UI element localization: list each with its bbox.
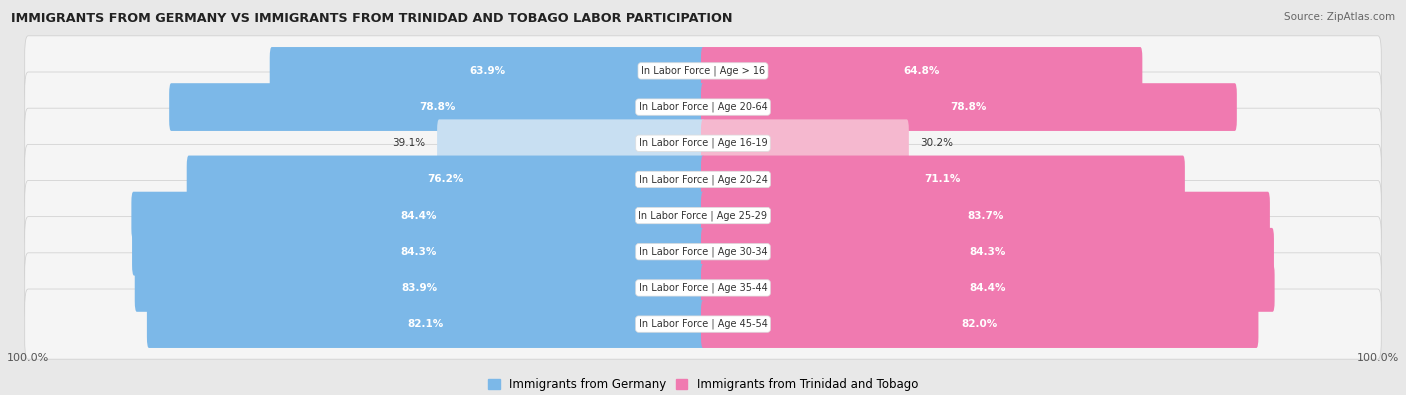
- Text: In Labor Force | Age 20-64: In Labor Force | Age 20-64: [638, 102, 768, 112]
- Text: 64.8%: 64.8%: [904, 66, 939, 76]
- FancyBboxPatch shape: [132, 228, 704, 276]
- Text: 84.3%: 84.3%: [401, 247, 437, 257]
- Text: 78.8%: 78.8%: [419, 102, 456, 112]
- FancyBboxPatch shape: [25, 72, 1381, 142]
- Text: 30.2%: 30.2%: [921, 138, 953, 148]
- FancyBboxPatch shape: [437, 119, 704, 167]
- Text: In Labor Force | Age 45-54: In Labor Force | Age 45-54: [638, 319, 768, 329]
- FancyBboxPatch shape: [25, 253, 1381, 323]
- Text: 82.0%: 82.0%: [962, 319, 998, 329]
- FancyBboxPatch shape: [25, 144, 1381, 214]
- FancyBboxPatch shape: [25, 108, 1381, 178]
- FancyBboxPatch shape: [135, 264, 704, 312]
- Text: 83.9%: 83.9%: [402, 283, 437, 293]
- Text: 84.4%: 84.4%: [970, 283, 1007, 293]
- Text: IMMIGRANTS FROM GERMANY VS IMMIGRANTS FROM TRINIDAD AND TOBAGO LABOR PARTICIPATI: IMMIGRANTS FROM GERMANY VS IMMIGRANTS FR…: [11, 12, 733, 25]
- FancyBboxPatch shape: [702, 228, 1274, 276]
- Text: 78.8%: 78.8%: [950, 102, 987, 112]
- Text: In Labor Force | Age 20-24: In Labor Force | Age 20-24: [638, 174, 768, 185]
- FancyBboxPatch shape: [702, 47, 1142, 95]
- FancyBboxPatch shape: [25, 181, 1381, 251]
- Text: 71.1%: 71.1%: [925, 175, 962, 184]
- FancyBboxPatch shape: [702, 156, 1185, 203]
- FancyBboxPatch shape: [702, 264, 1275, 312]
- Text: 83.7%: 83.7%: [967, 211, 1004, 220]
- Legend: Immigrants from Germany, Immigrants from Trinidad and Tobago: Immigrants from Germany, Immigrants from…: [484, 373, 922, 395]
- FancyBboxPatch shape: [25, 217, 1381, 287]
- Text: Source: ZipAtlas.com: Source: ZipAtlas.com: [1284, 12, 1395, 22]
- FancyBboxPatch shape: [131, 192, 704, 239]
- Text: 84.3%: 84.3%: [969, 247, 1005, 257]
- Text: In Labor Force | Age 25-29: In Labor Force | Age 25-29: [638, 210, 768, 221]
- Text: In Labor Force | Age 35-44: In Labor Force | Age 35-44: [638, 283, 768, 293]
- Text: 63.9%: 63.9%: [470, 66, 505, 76]
- FancyBboxPatch shape: [702, 300, 1258, 348]
- FancyBboxPatch shape: [270, 47, 704, 95]
- FancyBboxPatch shape: [702, 192, 1270, 239]
- Text: 84.4%: 84.4%: [399, 211, 436, 220]
- FancyBboxPatch shape: [169, 83, 704, 131]
- FancyBboxPatch shape: [702, 119, 908, 167]
- FancyBboxPatch shape: [25, 289, 1381, 359]
- FancyBboxPatch shape: [702, 83, 1237, 131]
- Text: 39.1%: 39.1%: [392, 138, 426, 148]
- Text: In Labor Force | Age 16-19: In Labor Force | Age 16-19: [638, 138, 768, 149]
- FancyBboxPatch shape: [25, 36, 1381, 106]
- Text: In Labor Force | Age 30-34: In Labor Force | Age 30-34: [638, 246, 768, 257]
- Text: 82.1%: 82.1%: [408, 319, 444, 329]
- Text: In Labor Force | Age > 16: In Labor Force | Age > 16: [641, 66, 765, 76]
- Text: 76.2%: 76.2%: [427, 175, 464, 184]
- FancyBboxPatch shape: [187, 156, 704, 203]
- FancyBboxPatch shape: [146, 300, 704, 348]
